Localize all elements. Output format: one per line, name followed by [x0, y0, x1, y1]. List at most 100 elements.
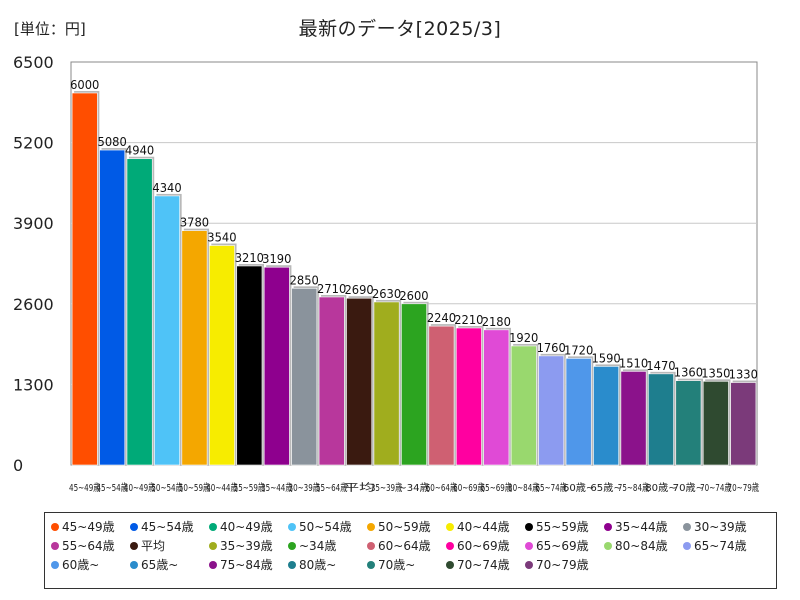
- bar-group: [99, 148, 127, 466]
- legend-label: 65~69歳: [536, 539, 589, 553]
- data-label: 5080: [98, 135, 127, 149]
- data-label: 1470: [646, 359, 675, 373]
- legend-label: 40~44歳: [457, 520, 510, 534]
- legend-marker: [288, 541, 296, 550]
- legend-marker: [446, 541, 454, 550]
- data-label: 1720: [564, 343, 593, 357]
- data-label: 6000: [70, 78, 99, 92]
- legend-item: 70~74歳: [446, 555, 525, 574]
- bar-group: [71, 91, 100, 466]
- bar-group: [510, 343, 539, 466]
- bar-group: [401, 301, 429, 466]
- x-tick-label: 45~49歳: [69, 482, 100, 494]
- legend-label: 80~84歳: [615, 539, 668, 553]
- legend-item: 60~69歳: [446, 536, 525, 555]
- legend-label: 80歳~: [299, 558, 337, 572]
- legend-item: 45~49歳: [51, 517, 130, 536]
- x-tick-label: 80歳~: [645, 482, 676, 494]
- x-tick-label: 55~64歳: [316, 482, 347, 494]
- bar: [236, 265, 263, 466]
- legend-marker: [209, 522, 217, 531]
- legend-label: 60歳~: [62, 558, 100, 572]
- legend-label: 45~54歳: [141, 520, 194, 534]
- x-tick-label: 50~59歳: [179, 482, 210, 494]
- x-tick-label: 80~84歳: [508, 482, 539, 494]
- data-label: 4940: [125, 144, 154, 158]
- legend-item: 75~84歳: [209, 555, 288, 574]
- bar: [510, 345, 537, 466]
- data-label: 2240: [427, 311, 456, 325]
- bar-group: [455, 325, 484, 466]
- bar-group: [373, 299, 402, 466]
- legend-marker: [51, 541, 59, 550]
- bar: [401, 303, 427, 466]
- legend-item: 60歳~: [51, 555, 130, 574]
- bar: [263, 266, 290, 466]
- legend-item: 60~64歳: [367, 536, 446, 555]
- y-tick-label: 6500: [13, 53, 54, 72]
- bar: [648, 373, 674, 466]
- bar: [154, 195, 180, 466]
- legend: 45~49歳 45~54歳 40~49歳 50~54歳 50~59歳 40~44歳 55~5…: [44, 512, 777, 589]
- bar-group: [565, 356, 594, 466]
- legend-item: 80~84歳: [604, 536, 683, 555]
- legend-label: 70~74歳: [457, 558, 510, 572]
- bar: [620, 371, 647, 466]
- legend-label: 70歳~: [378, 558, 416, 572]
- data-label: 2690: [344, 283, 373, 297]
- x-tick-label: 55~59歳: [234, 482, 265, 494]
- data-label: 2630: [372, 287, 401, 301]
- legend-item: 45~54歳: [130, 517, 209, 536]
- legend-label: 平均: [141, 539, 166, 553]
- x-tick-label: 30~39歳: [289, 482, 320, 494]
- legend-label: 60~64歳: [378, 539, 431, 553]
- x-tick-label: 60~64歳: [426, 482, 457, 494]
- legend-marker: [683, 522, 691, 531]
- y-tick-label: 5200: [13, 134, 54, 153]
- legend-marker: [604, 541, 612, 550]
- chart-title: 最新のデータ[2025/3]: [298, 18, 502, 40]
- legend-marker: [367, 541, 375, 550]
- bar-group: [154, 193, 182, 466]
- bar: [71, 92, 98, 466]
- legend-item: 50~54歳: [288, 517, 367, 536]
- data-label: 1760: [537, 341, 566, 355]
- bar: [538, 355, 565, 466]
- legend-label: 35~39歳: [220, 539, 273, 553]
- data-label: 1920: [509, 331, 538, 345]
- bar-group: [702, 379, 731, 466]
- legend-marker: [525, 522, 533, 531]
- legend-label: 30~39歳: [694, 520, 747, 534]
- bar: [593, 366, 620, 466]
- legend-label: 70~79歳: [536, 558, 589, 572]
- data-label: 2600: [399, 289, 428, 303]
- bar-group: [126, 156, 155, 466]
- legend-item: 35~44歳: [604, 517, 683, 536]
- data-label: 3780: [180, 216, 209, 230]
- x-tick-label: 45~54歳: [96, 482, 127, 494]
- legend-item: 55~59歳: [525, 517, 604, 536]
- y-tick-label: 0: [13, 456, 23, 475]
- bar: [455, 327, 482, 466]
- data-label: 1360: [674, 366, 703, 380]
- bar-group: [208, 243, 237, 466]
- bar: [291, 287, 318, 466]
- legend-label: 35~44歳: [615, 520, 668, 534]
- legend-marker: [51, 560, 59, 569]
- legend-marker: [525, 541, 533, 550]
- data-label: 3540: [207, 231, 236, 245]
- bar: [483, 329, 510, 466]
- x-tick-label: 平均: [343, 482, 374, 494]
- x-tick-label: 65~74歳: [535, 482, 566, 494]
- x-tick-label: 70~79歳: [728, 482, 759, 494]
- bar: [126, 158, 153, 466]
- data-label: 4340: [152, 181, 181, 195]
- data-label: 2180: [482, 315, 511, 329]
- legend-marker: [288, 560, 296, 569]
- bar: [373, 301, 400, 466]
- x-tick-label: 35~44歳: [261, 482, 292, 494]
- legend-marker: [130, 541, 138, 550]
- data-label: 3190: [262, 252, 291, 266]
- x-tick-label: 35~39歳: [371, 482, 402, 494]
- legend-marker: [446, 522, 454, 531]
